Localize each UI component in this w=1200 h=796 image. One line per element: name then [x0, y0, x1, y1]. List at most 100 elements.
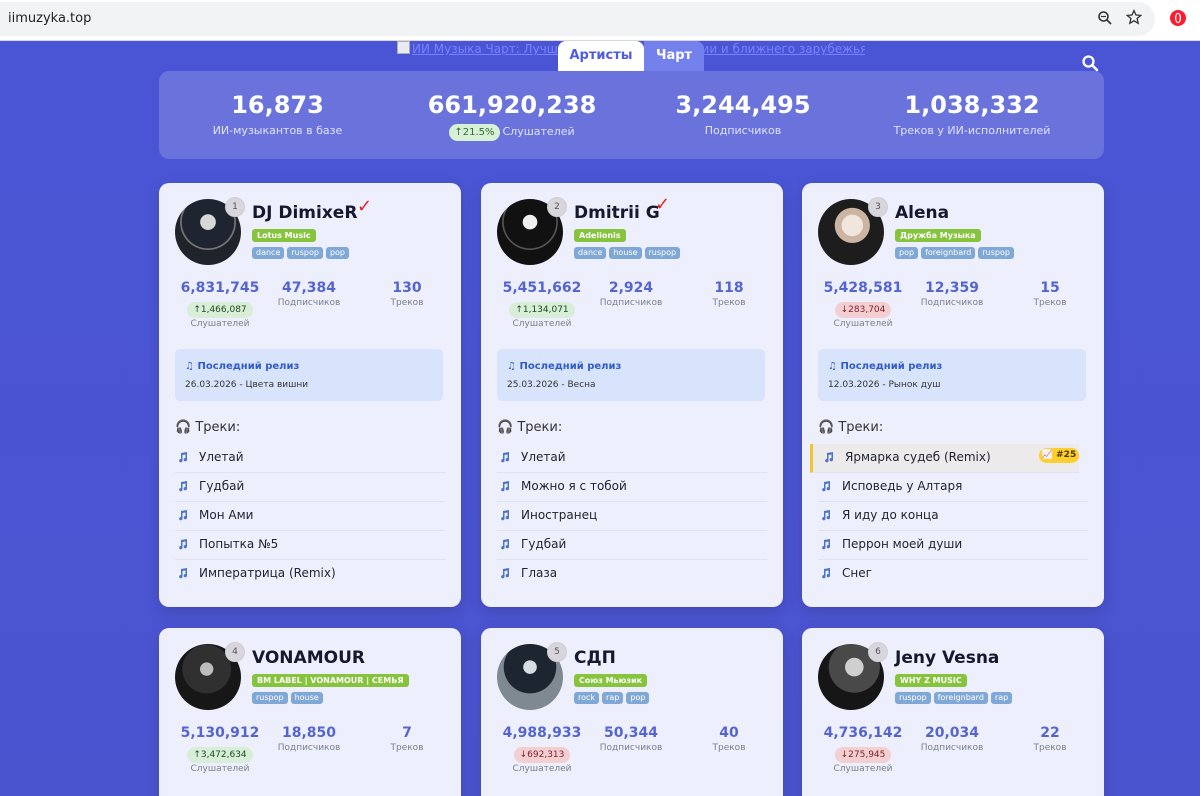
music-note-icon: [177, 509, 189, 521]
main-tabs: Артисты Чарт: [558, 41, 704, 71]
track-title[interactable]: Можно я с тобой: [521, 479, 627, 493]
genre-tag: ruspop: [287, 247, 323, 259]
subscribers-label: Подписчиков: [920, 743, 984, 753]
latest-release[interactable]: ♫ Последний релиз 25.03.2026 - Весна: [497, 349, 765, 401]
track-item[interactable]: Можно я с тобой: [497, 473, 767, 502]
listeners-metric: 4,736,142 ↓275,945 Слушателей: [818, 724, 908, 774]
genre-tag: house: [609, 247, 642, 259]
rank-badge: 6: [868, 642, 888, 662]
track-item[interactable]: Императрица (Remix): [175, 560, 445, 588]
artist-card[interactable]: 2 Dmitrii G ✓ Adelionis dance house rusp…: [481, 183, 783, 607]
listeners-label: Слушателей: [190, 764, 250, 774]
track-title[interactable]: Перрон моей души: [842, 537, 963, 551]
artist-card[interactable]: 5 СДП Союз Мьюзик rock rap pop 4,988,933…: [481, 628, 783, 796]
address-bar[interactable]: iimuzyka.top: [0, 2, 1155, 36]
opera-icon[interactable]: [1169, 9, 1187, 27]
tracks-value: 15: [1040, 280, 1060, 296]
label-tag: BM LABEL | VONAMOUR | СЕМЬЯ: [252, 674, 409, 687]
track-item[interactable]: Снег: [818, 560, 1088, 588]
listeners-value: 6,831,745: [180, 280, 260, 296]
genre-tag: ruspop: [895, 692, 931, 704]
tracks-value: 40: [719, 725, 739, 741]
artist-name[interactable]: СДП: [574, 648, 616, 668]
listeners-metric: 5,451,662 ↑1,134,071 Слушателей: [497, 279, 587, 329]
genre-tag: foreignbard: [933, 692, 988, 704]
artist-name[interactable]: Alena: [895, 203, 950, 223]
address-text[interactable]: iimuzyka.top: [8, 11, 92, 26]
subscribers-label: Подписчиков: [277, 743, 341, 753]
subscribers-label: Подписчиков: [599, 298, 663, 308]
tab-chart[interactable]: Чарт: [644, 41, 704, 71]
tab-artists[interactable]: Артисты: [558, 41, 644, 71]
subscribers-label: Подписчиков: [599, 743, 663, 753]
track-title[interactable]: Улетай: [521, 450, 566, 464]
track-item[interactable]: Улетай: [175, 444, 445, 473]
track-item[interactable]: Попытка №5: [175, 531, 445, 560]
listeners-delta: ↓692,313: [513, 747, 571, 763]
track-item[interactable]: Глаза: [497, 560, 767, 588]
artist-card[interactable]: 4 VONAMOUR BM LABEL | VONAMOUR | СЕМЬЯ r…: [159, 628, 461, 796]
track-item[interactable]: Улетай: [497, 444, 767, 473]
track-item[interactable]: Гудбай: [175, 473, 445, 502]
track-title[interactable]: Ярмарка судеб (Remix): [845, 450, 991, 464]
listeners-delta: ↓283,704: [834, 302, 892, 318]
star-icon[interactable]: [1126, 9, 1142, 25]
search-icon[interactable]: [1081, 54, 1099, 72]
tracks-label: Треков: [712, 298, 746, 308]
tracks-title: 🎧 Треки:: [175, 420, 240, 435]
track-item[interactable]: Мон Ами: [175, 502, 445, 531]
track-title[interactable]: Мон Ами: [199, 508, 254, 522]
tracks-value: 7: [402, 725, 412, 741]
tracks-title-text: Треки:: [195, 420, 241, 435]
latest-release[interactable]: ♫ Последний релиз 26.03.2026 - Цвета виш…: [175, 349, 443, 401]
listeners-label: Слушателей: [512, 764, 572, 774]
track-title[interactable]: Попытка №5: [199, 537, 279, 551]
track-item[interactable]: Ярмарка судеб (Remix) 📈 #25: [810, 444, 1079, 473]
stat-tracks: 1,038,332 Треков у ИИ-исполнителей: [887, 89, 1057, 137]
music-note-icon: [177, 480, 189, 492]
stats-panel: 16,873 ИИ-музыкантов в базе 661,920,238 …: [159, 71, 1104, 159]
zoom-icon[interactable]: [1097, 10, 1113, 26]
artist-card[interactable]: 1 DJ DimixeR ✓ Lotus Music dance ruspop …: [159, 183, 461, 607]
track-title[interactable]: Глаза: [521, 566, 558, 580]
track-item[interactable]: Исповедь у Алтаря: [818, 473, 1088, 502]
stat-label: ИИ-музыкантов в базе: [212, 124, 343, 137]
listeners-label: Слушателей: [833, 319, 893, 329]
track-item[interactable]: Перрон моей души: [818, 531, 1088, 560]
genre-tag: house: [290, 692, 323, 704]
artist-metrics: 4,736,142 ↓275,945 Слушателей 20,034 Под…: [818, 724, 1088, 779]
track-title[interactable]: Я иду до конца: [842, 508, 939, 522]
artist-name[interactable]: VONAMOUR: [252, 648, 365, 668]
music-note-icon: [823, 451, 835, 463]
track-title[interactable]: Гудбай: [521, 537, 567, 551]
track-title[interactable]: Исповедь у Алтаря: [842, 479, 963, 493]
latest-release[interactable]: ♫ Последний релиз 12.03.2026 - Рынок душ: [818, 349, 1086, 401]
genre-tag: rap: [990, 692, 1013, 704]
listeners-metric: 5,428,581 ↓283,704 Слушателей: [818, 279, 908, 329]
genre-tag: rock: [574, 692, 600, 704]
artist-name[interactable]: Dmitrii G: [574, 203, 660, 223]
track-title[interactable]: Улетай: [199, 450, 244, 464]
track-title[interactable]: Императрица (Remix): [199, 566, 336, 580]
artist-card[interactable]: 6 Jeny Vesna WHY Z MUSIC ruspop foreignb…: [802, 628, 1104, 796]
track-title[interactable]: Снег: [842, 566, 872, 580]
genre-tag: ruspop: [644, 247, 681, 259]
subscribers-value: 47,384: [281, 280, 337, 296]
track-title[interactable]: Иностранец: [521, 508, 598, 522]
artist-name[interactable]: DJ DimixeR: [252, 203, 358, 223]
listeners-metric: 4,988,933 ↓692,313 Слушателей: [497, 724, 587, 774]
rank-badge: 1: [225, 197, 245, 217]
listeners-value: 5,130,912: [180, 725, 260, 741]
track-item[interactable]: Иностранец: [497, 502, 767, 531]
tracks-label: Треков: [390, 298, 424, 308]
track-item[interactable]: Гудбай: [497, 531, 767, 560]
listeners-value: 5,451,662: [502, 280, 582, 296]
stat-value: 661,920,238: [427, 91, 597, 119]
artist-name[interactable]: Jeny Vesna: [895, 648, 1000, 668]
check-mark-icon: ✓: [357, 196, 373, 217]
track-title[interactable]: Гудбай: [199, 479, 245, 493]
artist-card[interactable]: 3 Alena Дружба Музыка pop foreignbard ru…: [802, 183, 1104, 607]
track-item[interactable]: Я иду до конца: [818, 502, 1088, 531]
label-tag: Adelionis: [574, 229, 626, 242]
tracks-value: 22: [1040, 725, 1060, 741]
